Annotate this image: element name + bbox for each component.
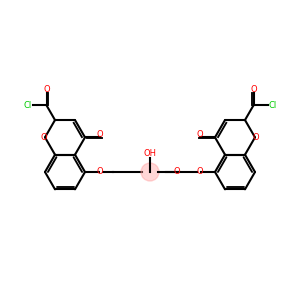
Text: O: O (197, 130, 203, 139)
Text: O: O (41, 133, 47, 142)
Text: O: O (43, 85, 50, 94)
Text: O: O (250, 85, 257, 94)
Circle shape (141, 163, 159, 181)
Text: O: O (253, 133, 259, 142)
Text: O: O (197, 167, 203, 176)
Text: Cl: Cl (268, 101, 277, 110)
Text: Cl: Cl (23, 101, 32, 110)
Text: O: O (97, 130, 103, 139)
Text: O: O (174, 167, 180, 176)
Text: OH: OH (143, 149, 157, 158)
Text: O: O (97, 167, 103, 176)
